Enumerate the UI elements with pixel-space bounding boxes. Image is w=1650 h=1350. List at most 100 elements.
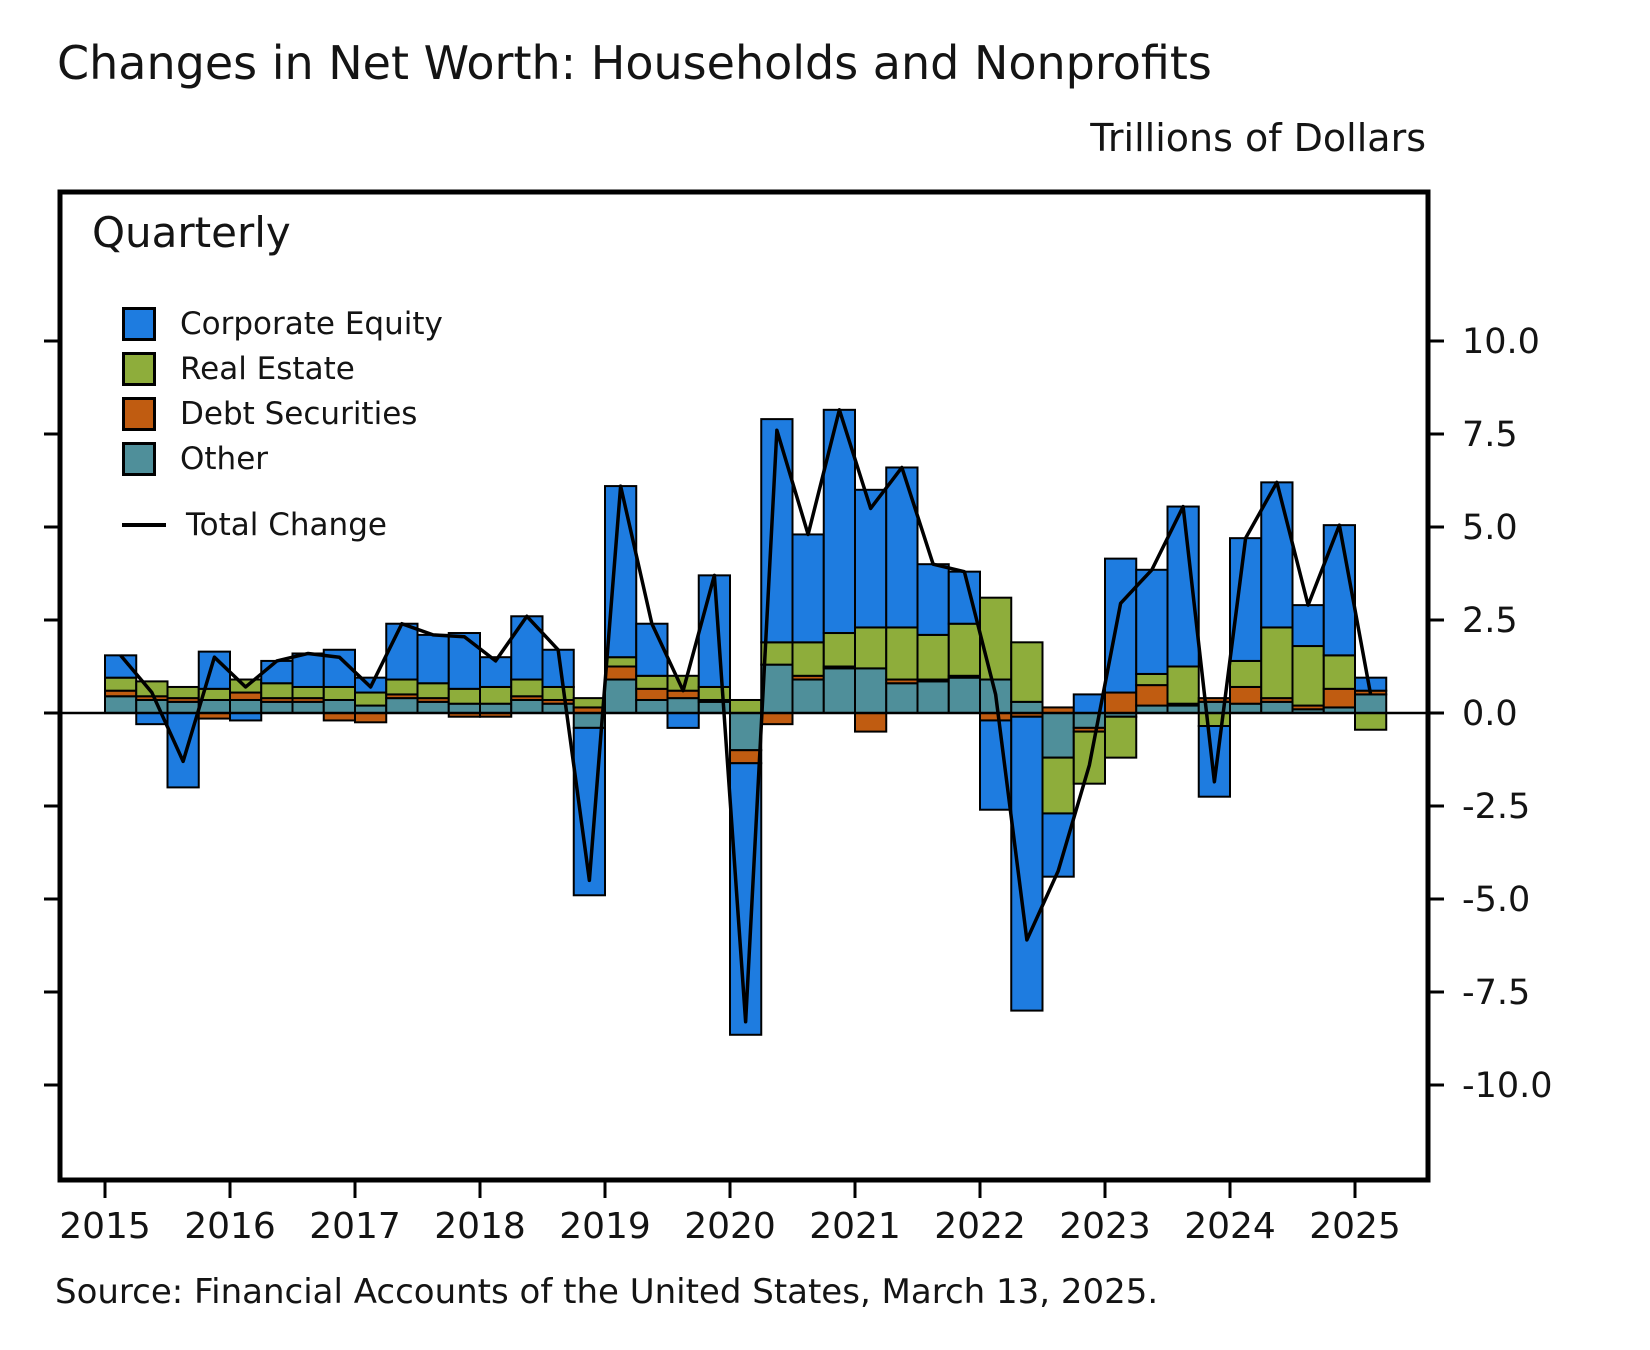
bar-segment-real-estate (947, 622, 981, 677)
frequency-label: Quarterly (92, 208, 291, 257)
bar-segment-real-estate (1354, 712, 1388, 731)
other-swatch-icon (122, 442, 156, 476)
bar-segment-other (229, 698, 263, 714)
y-tick-label: -7.5 (1462, 973, 1530, 1013)
bar-segment-real-estate (1322, 654, 1356, 690)
legend-label-corporate-equity: Corporate Equity (180, 306, 443, 342)
bar-segment-real-estate (1041, 756, 1075, 815)
bar-segment-debt-securities (1322, 687, 1356, 709)
bar-segment-real-estate (166, 685, 200, 700)
bar-segment-real-estate (822, 632, 856, 668)
y-tick-label: -5.0 (1462, 880, 1530, 920)
bar-segment-other (1041, 712, 1075, 759)
bar-segment-other (447, 702, 481, 715)
bar-segment-real-estate (322, 685, 356, 701)
x-tick-label: 2024 (1184, 1206, 1276, 1247)
x-tick-label: 2020 (684, 1206, 776, 1247)
bar-segment-other (322, 698, 356, 714)
bar-segment-other (416, 700, 450, 715)
bar-segment-other (666, 697, 700, 714)
bar-segment-other (135, 698, 169, 714)
legend-label-real-estate: Real Estate (180, 351, 355, 387)
bar-segment-other (510, 698, 544, 714)
x-tick-label: 2021 (809, 1206, 901, 1247)
bar-segment-real-estate (541, 685, 575, 701)
legend-item-real-estate: Real Estate (122, 351, 443, 387)
bar-segment-other (729, 712, 763, 752)
bar-segment-other (385, 697, 419, 714)
legend-label-debt-securities: Debt Securities (180, 396, 418, 432)
bar-segment-real-estate (979, 596, 1013, 681)
bar-segment-debt-securities (760, 712, 794, 726)
total-change-line (119, 408, 1373, 1024)
bar-segment-real-estate (385, 678, 419, 696)
bar-segment-debt-securities (1104, 691, 1138, 714)
bar-segment-other (854, 667, 888, 714)
x-tick-label: 2018 (434, 1206, 526, 1247)
bar-segment-real-estate (854, 626, 888, 670)
bar-segment-real-estate (1291, 645, 1325, 707)
bar-segment-corporate-equity (1197, 725, 1231, 798)
bar-segment-corporate-equity (385, 622, 419, 681)
x-tick-label: 2025 (1309, 1206, 1401, 1247)
bar-segment-corporate-equity (416, 633, 450, 685)
legend-item-debt-securities: Debt Securities (122, 396, 443, 432)
y-tick-label: -10.0 (1462, 1066, 1553, 1106)
y-tick-label: -2.5 (1462, 787, 1530, 827)
bar-segment-real-estate (416, 682, 450, 700)
bar-segment-real-estate (604, 656, 638, 668)
bar-segment-real-estate (572, 697, 606, 709)
x-tick-label: 2017 (309, 1206, 401, 1247)
bar-segment-corporate-equity (1291, 604, 1325, 648)
real-estate-swatch-icon (122, 352, 156, 386)
bar-segment-real-estate (510, 678, 544, 698)
bar-segment-other (260, 700, 294, 715)
bar-segment-real-estate (791, 641, 825, 677)
bar-segment-other (916, 680, 950, 715)
bar-segment-corporate-equity (916, 563, 950, 636)
bar-segment-other (1260, 700, 1294, 715)
legend-item-total-change: Total Change (122, 507, 443, 543)
bar-segment-real-estate (1260, 626, 1294, 700)
bar-segment-corporate-equity (666, 712, 700, 729)
bar-segment-other (947, 676, 981, 714)
x-tick-label: 2023 (1059, 1206, 1151, 1247)
bar-segment-other (760, 663, 794, 715)
bar-segment-other (635, 698, 669, 714)
y-tick-label: 7.5 (1462, 415, 1518, 455)
bar-segment-corporate-equity (291, 652, 325, 688)
bar-segment-other (291, 700, 325, 715)
legend-label-total-change: Total Change (186, 507, 387, 543)
x-tick-label: 2022 (934, 1206, 1026, 1247)
y-tick-label: 0.0 (1462, 694, 1518, 734)
bar-segment-debt-securities (1135, 684, 1169, 707)
bar-segment-other (822, 667, 856, 714)
bar-segment-real-estate (291, 685, 325, 700)
bar-segment-debt-securities (604, 665, 638, 681)
legend: Corporate Equity Real Estate Debt Securi… (122, 306, 443, 552)
bar-segment-other (885, 682, 919, 714)
bar-segment-corporate-equity (447, 632, 481, 690)
units-label: Trillions of Dollars (1090, 116, 1426, 160)
y-tick-label: 5.0 (1462, 508, 1518, 548)
legend-label-other: Other (180, 441, 269, 477)
bar-segment-corporate-equity (1135, 568, 1169, 675)
bar-segment-real-estate (1166, 665, 1200, 705)
bar-segment-corporate-equity (1229, 537, 1263, 662)
corporate-equity-swatch-icon (122, 307, 156, 341)
bar-segment-real-estate (260, 682, 294, 700)
bar-segment-debt-securities (729, 749, 763, 765)
bar-segment-real-estate (1197, 712, 1231, 728)
bar-segment-real-estate (1104, 715, 1138, 759)
bar-segment-other (1229, 702, 1263, 715)
bar-segment-corporate-equity (885, 466, 919, 629)
plot-border (57, 189, 1431, 1183)
bar-segment-other (479, 702, 513, 715)
bar-segment-corporate-equity (1104, 557, 1138, 694)
bar-segment-corporate-equity (854, 488, 888, 629)
x-tick-label: 2016 (184, 1206, 276, 1247)
bar-segment-other (791, 678, 825, 715)
y-tick-label: 10.0 (1462, 322, 1540, 362)
bar-segment-real-estate (916, 633, 950, 681)
bar-segment-real-estate (479, 685, 513, 705)
